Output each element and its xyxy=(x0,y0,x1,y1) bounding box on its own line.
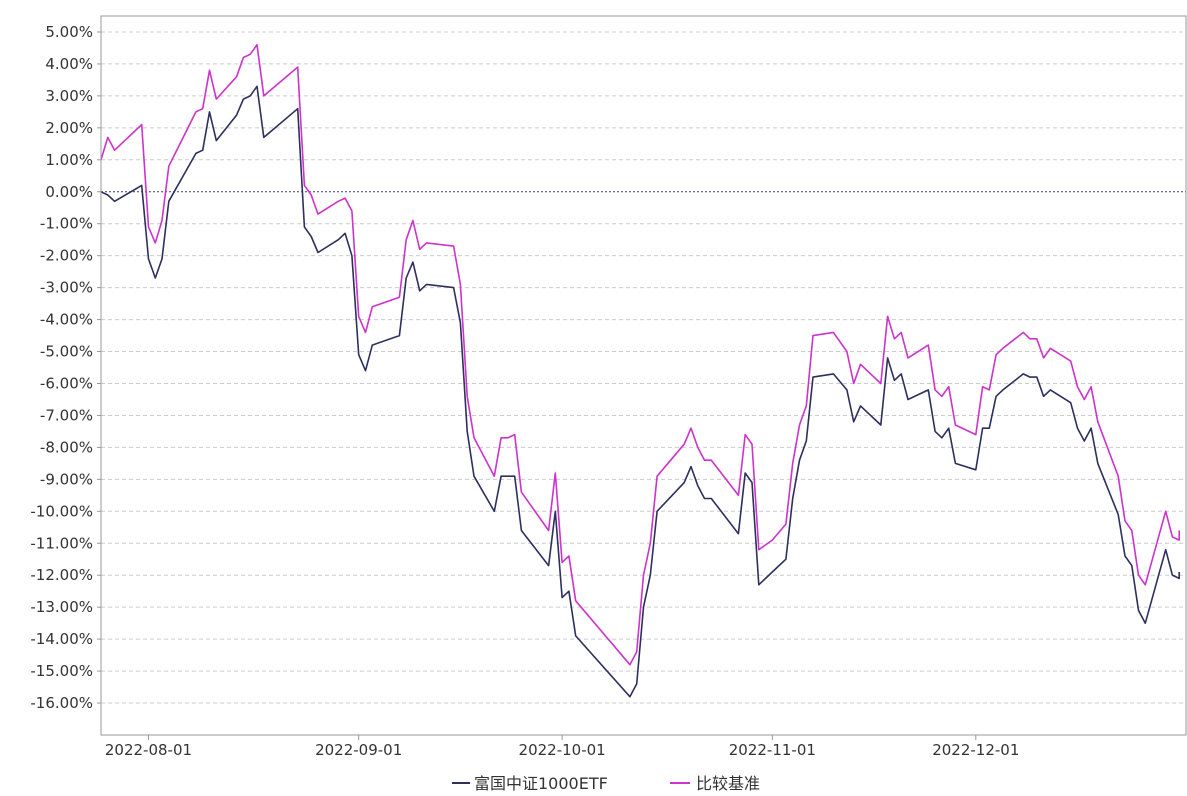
y-tick-label: -7.00% xyxy=(40,406,93,424)
y-tick-label: -16.00% xyxy=(30,694,93,712)
x-tick-label: 2022-09-01 xyxy=(315,741,402,759)
x-tick-label: 2022-10-01 xyxy=(519,741,606,759)
y-tick-label: 5.00% xyxy=(45,23,93,41)
legend: 富国中证1000ETF 比较基准 xyxy=(452,774,760,793)
y-tick-label: -14.00% xyxy=(30,630,93,648)
y-tick-label: -9.00% xyxy=(40,470,93,488)
gridlines xyxy=(101,31,1186,704)
y-tick-label: -12.00% xyxy=(30,566,93,584)
x-tick-label: 2022-08-01 xyxy=(105,741,192,759)
y-tick-label: -6.00% xyxy=(40,374,93,392)
y-tick-label: -13.00% xyxy=(30,598,93,616)
x-axis-ticks: 2022-08-01 2022-09-01 2022-10-01 2022-11-01… xyxy=(105,735,1019,759)
y-tick-label: 4.00% xyxy=(45,55,93,73)
series-line-1 xyxy=(100,43,1180,666)
series-line-0 xyxy=(100,85,1180,698)
legend-label-fund: 富国中证1000ETF xyxy=(474,774,608,793)
y-tick-label: 0.00% xyxy=(45,183,93,201)
y-tick-label: -8.00% xyxy=(40,438,93,456)
y-tick-label: 3.00% xyxy=(45,87,93,105)
y-tick-label: 1.00% xyxy=(45,151,93,169)
y-tick-label: -1.00% xyxy=(40,215,93,233)
y-tick-label: -10.00% xyxy=(30,502,93,520)
y-axis-ticks: 5.00% 4.00% 3.00% 2.00% 1.00% 0.00% -1.00% -2.0… xyxy=(30,23,101,712)
x-tick-label: 2022-11-01 xyxy=(729,741,816,759)
y-tick-label: -2.00% xyxy=(40,247,93,265)
y-tick-label: 2.00% xyxy=(45,119,93,137)
series-lines xyxy=(100,43,1180,698)
y-tick-label: -3.00% xyxy=(40,279,93,297)
x-tick-label: 2022-12-01 xyxy=(932,741,1019,759)
legend-label-benchmark: 比较基准 xyxy=(696,774,760,793)
y-tick-label: -15.00% xyxy=(30,662,93,680)
plot-frame xyxy=(100,15,1187,736)
y-tick-label: -5.00% xyxy=(40,343,93,361)
y-tick-label: -11.00% xyxy=(30,534,93,552)
y-tick-label: -4.00% xyxy=(40,311,93,329)
